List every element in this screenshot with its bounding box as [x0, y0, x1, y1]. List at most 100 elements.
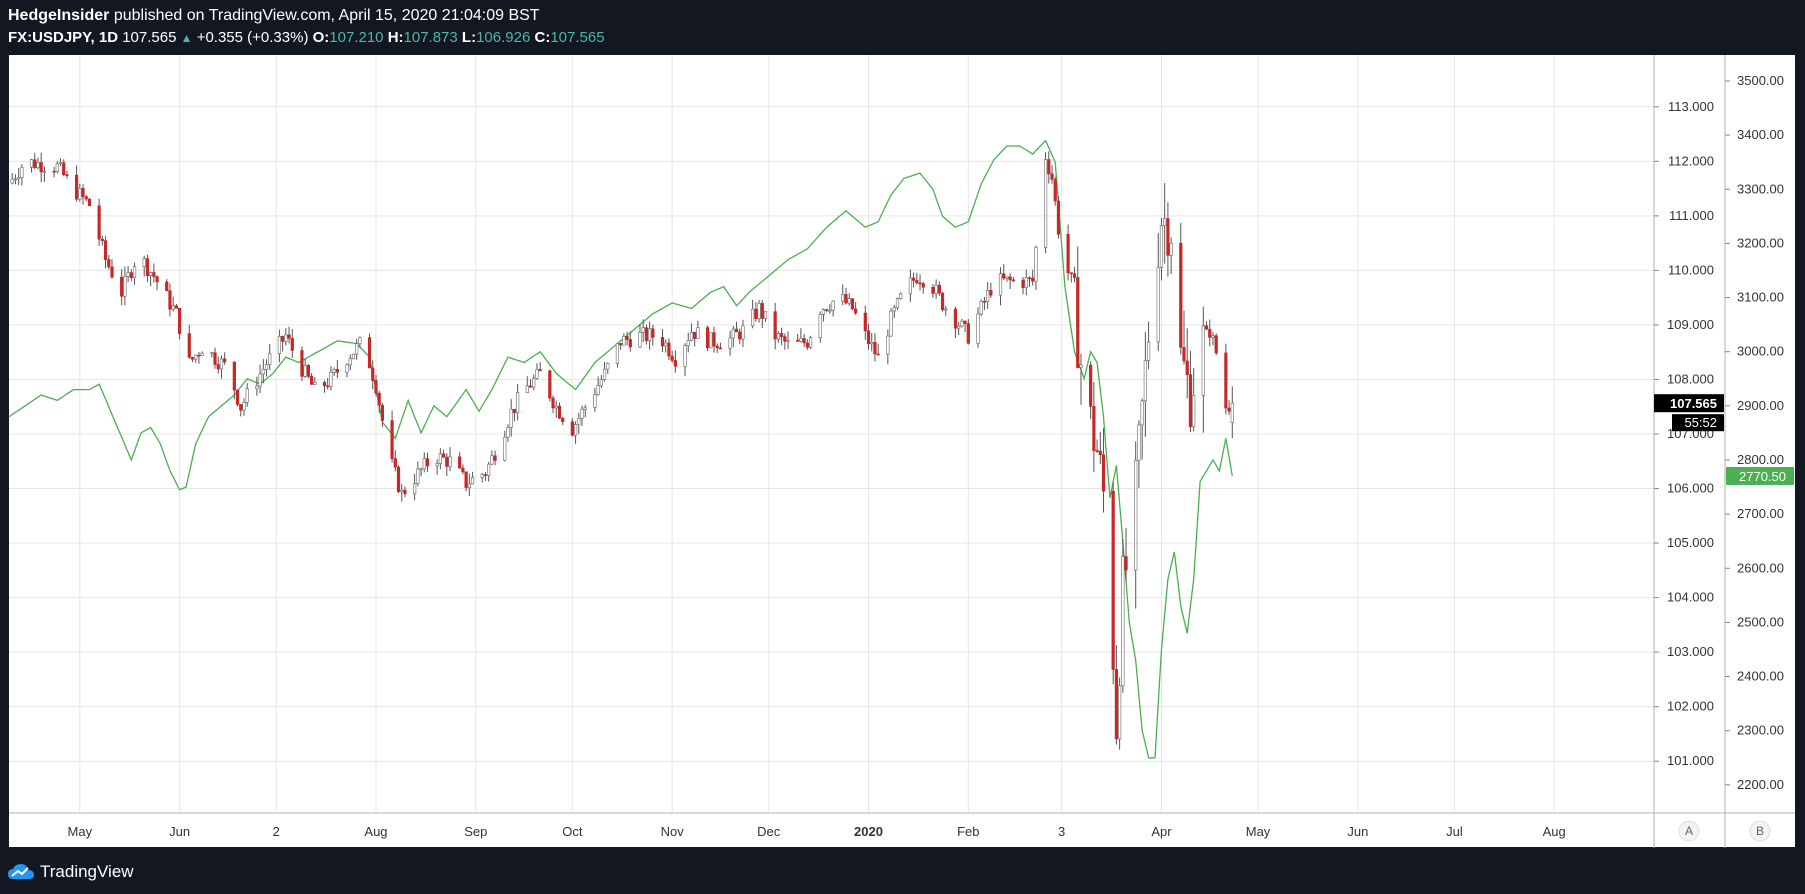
- time-tick-label: Sep: [464, 824, 487, 839]
- publisher-name[interactable]: HedgeInsider: [8, 7, 110, 24]
- candle-body: [1185, 360, 1189, 375]
- candle-body: [738, 331, 742, 340]
- symbol-name[interactable]: FX:USDJPY, 1D: [8, 29, 119, 46]
- candle-body: [1211, 335, 1215, 338]
- usdjpy-candles: [10, 151, 1234, 750]
- candle-body: [239, 404, 243, 411]
- time-tick-label: Dec: [757, 824, 781, 839]
- candle-body: [573, 424, 578, 436]
- candle-body: [805, 342, 809, 348]
- candle-body: [1230, 402, 1234, 423]
- candle-body: [65, 174, 69, 176]
- candle-body: [1201, 325, 1205, 396]
- candle-body: [831, 300, 835, 311]
- time-axis[interactable]: May Jun 2 Aug Sep Oct Nov Dec 2020 Feb 3 Apr May Jun J…: [68, 824, 1566, 839]
- candle-body: [1050, 173, 1054, 180]
- candle-body: [39, 162, 43, 173]
- candle-body: [808, 337, 813, 348]
- candle-body: [799, 338, 803, 342]
- candle-body: [435, 463, 439, 467]
- sp500-line: [8, 139, 1233, 759]
- candle-body: [828, 309, 832, 312]
- candle-body: [1159, 225, 1164, 268]
- candle-body: [535, 369, 539, 379]
- candle-body: [78, 188, 82, 200]
- candle-body: [648, 328, 652, 341]
- candle-body: [751, 308, 755, 327]
- cloud-icon: [8, 864, 34, 879]
- candle-body: [561, 417, 565, 422]
- candle-body: [422, 458, 426, 470]
- candle-body: [129, 272, 133, 278]
- candle-body: [734, 328, 739, 333]
- candle-body: [174, 305, 178, 309]
- candle-body: [358, 337, 362, 344]
- candle-body: [825, 309, 829, 311]
- candle-body: [651, 328, 655, 338]
- candle-body: [487, 463, 491, 476]
- candle-body: [335, 369, 339, 373]
- candle-body: [696, 327, 700, 339]
- candle-body: [577, 418, 581, 425]
- candle-body: [351, 353, 356, 360]
- candle-body: [503, 436, 507, 461]
- usdjpy-price-axis[interactable]: 101.000 102.000 103.000 104.000 105.000 106.0…: [1654, 99, 1714, 768]
- candle-body: [87, 198, 92, 207]
- high-value: 107.873: [403, 29, 458, 46]
- candle-body: [660, 337, 665, 347]
- symbol-legend: FX:USDJPY, 1D 107.565 ▲ +0.355 (+0.33%) …: [8, 29, 605, 46]
- candle-body: [20, 166, 24, 178]
- candle-body: [200, 352, 204, 356]
- candle-body: [1008, 276, 1012, 281]
- candle-body: [693, 331, 697, 339]
- usdjpy-tick-label: 113.000: [1668, 99, 1714, 114]
- candle-body: [322, 382, 327, 387]
- candle-body: [718, 347, 723, 350]
- candle-body: [892, 307, 896, 312]
- candle-body: [464, 471, 468, 488]
- sp500-tick-label: 2700.00: [1737, 506, 1784, 521]
- sp500-tick-label: 2900.00: [1737, 398, 1784, 413]
- candle-body: [870, 342, 874, 345]
- candle-body: [310, 376, 314, 385]
- candle-body: [367, 337, 372, 369]
- usdjpy-tick-label: 111.000: [1669, 208, 1714, 223]
- axis-button-label: B: [1756, 824, 1764, 838]
- candle-body: [1124, 556, 1128, 571]
- candle-body: [75, 174, 79, 200]
- candle-body: [1011, 279, 1015, 282]
- sp500-price-axis[interactable]: 2200.00 2300.00 2400.00 2500.00 2600.00 2700.…: [1725, 73, 1784, 792]
- time-tick-label: Oct: [562, 824, 583, 839]
- candle-body: [400, 489, 404, 492]
- chart-area[interactable]: 101.000 102.000 103.000 104.000 105.000 106.0…: [0, 54, 1805, 848]
- candle-body: [763, 311, 768, 319]
- candle-body: [13, 178, 18, 181]
- candle-body: [377, 392, 381, 406]
- grid-lines: [9, 55, 1654, 813]
- candle-body: [705, 327, 710, 349]
- candle-body: [1101, 454, 1106, 492]
- tradingview-logo[interactable]: TradingView: [8, 862, 134, 882]
- last-price: 107.565: [122, 29, 177, 46]
- candle-body: [786, 339, 790, 342]
- candle-body: [194, 354, 198, 360]
- price-change: +0.355 (+0.33%): [196, 29, 309, 46]
- usdjpy-tick-label: 104.000: [1667, 590, 1714, 605]
- candle-body: [570, 421, 574, 436]
- candle-body: [506, 427, 510, 438]
- candle-body: [1166, 218, 1170, 256]
- candle-body: [602, 368, 607, 380]
- candle-body: [458, 456, 462, 469]
- time-tick-label: Jul: [1446, 824, 1463, 839]
- candle-body: [963, 320, 967, 324]
- close-label: C:: [534, 29, 551, 46]
- sp500-tick-label: 2200.00: [1737, 777, 1784, 792]
- candle-body: [258, 373, 262, 387]
- candle-body: [1163, 218, 1167, 226]
- last-price-box: [1654, 394, 1724, 413]
- candle-body: [107, 259, 111, 268]
- candle-body: [1111, 490, 1115, 670]
- sp500-last-marker: 2770.50: [1739, 469, 1786, 484]
- candle-body: [667, 342, 671, 357]
